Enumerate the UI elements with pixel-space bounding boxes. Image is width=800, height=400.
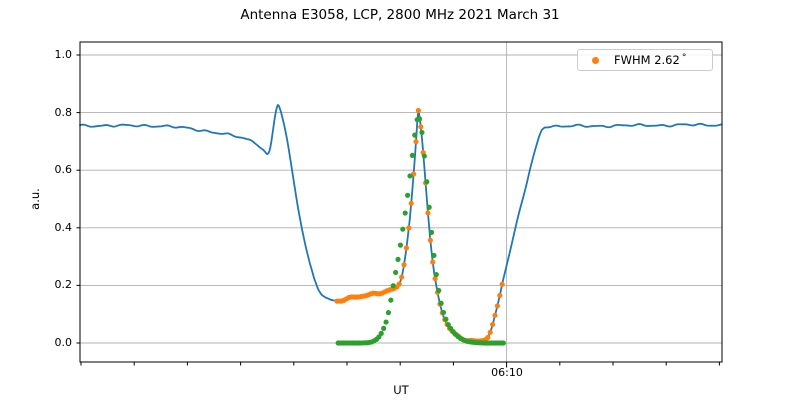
y-tick-label-0.2: 0.2 [54, 278, 73, 292]
gridlines [80, 42, 722, 362]
legend-orange-dot-icon [592, 56, 599, 64]
x-axis-label: UT [393, 383, 409, 397]
y-tick-label-1.0: 1.0 [54, 48, 73, 61]
legend-label: FWHM 2.62 ° [614, 53, 687, 67]
legend-box: FWHM 2.62 ° [577, 49, 713, 71]
y-tick-label-0.4: 0.4 [54, 220, 73, 234]
y-axis-label: a.u. [28, 188, 42, 210]
y-tick-label-0.6: 0.6 [54, 163, 73, 177]
y-tick-label-0.8: 0.8 [54, 105, 73, 119]
blue-driftscan-line [79, 104, 723, 342]
y-tick-label-0.0: 0.0 [54, 336, 73, 349]
green-fit-dots [335, 116, 506, 346]
tick-marks [76, 54, 720, 368]
x-tick-label-0610: 06:10 [491, 366, 523, 379]
chart-title: Antenna E3058, LCP, 2800 MHz 2021 March … [240, 7, 560, 23]
legend-degree-symbol: ° [681, 53, 687, 63]
axes-spines [79, 41, 723, 363]
orange-scan-dots [334, 107, 505, 344]
